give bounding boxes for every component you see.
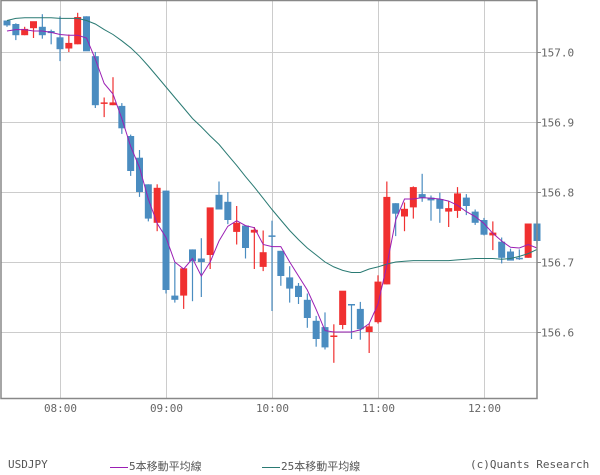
candle: [242, 225, 249, 259]
candle: [162, 190, 170, 294]
candle: [436, 192, 444, 223]
candle: [374, 275, 382, 324]
candle: [524, 223, 532, 258]
candle: [259, 230, 267, 272]
candle: [250, 227, 258, 269]
candle: [189, 249, 196, 302]
x-tick-label: 11:00: [362, 402, 395, 415]
ma5-line: [6, 29, 538, 333]
candle: [12, 23, 20, 41]
candle: [21, 26, 29, 36]
candle: [277, 250, 285, 286]
candle: [401, 202, 408, 232]
plot-border: [0, 0, 538, 400]
candle: [348, 304, 355, 339]
candle: [56, 16, 64, 62]
candle: [507, 248, 514, 261]
candle: [3, 20, 11, 27]
candle: [339, 290, 347, 330]
candle: [91, 52, 99, 108]
legend-ma25: 25本移動平均線: [262, 458, 360, 474]
y-tick-label: 156.7: [541, 257, 574, 270]
candle: [480, 217, 488, 236]
x-tick-label: 09:00: [150, 402, 183, 415]
candle: [383, 181, 391, 285]
y-tick-label: 156.6: [541, 327, 574, 340]
y-tick-label: 156.9: [541, 117, 574, 130]
candle: [197, 238, 205, 297]
legend-ma5: 5本移動平均線: [110, 458, 202, 474]
credit-label: (c)Quants Research: [470, 458, 589, 471]
candle: [206, 207, 214, 269]
credit-text: (c)Quants Research: [470, 458, 590, 471]
symbol-label: USDJPY: [8, 458, 48, 471]
candle: [74, 12, 82, 45]
candle: [303, 293, 311, 328]
candlestick-chart: 157.0 156.9 156.8 156.7 156.6 08:00 09:00 10:0…: [0, 0, 574, 415]
candle: [365, 323, 373, 353]
grid-lines: [1, 0, 537, 399]
legend-ma25-label: 25本移動平均線: [281, 460, 361, 473]
candle: [65, 34, 73, 52]
candle: [127, 134, 135, 176]
ma5-swatch-icon: [110, 466, 128, 468]
legend-ma5-label: 5本移動平均線: [129, 460, 202, 473]
candle: [489, 221, 497, 251]
candle: [171, 262, 179, 303]
candle: [409, 186, 417, 219]
candle: [454, 187, 461, 218]
candle: [471, 209, 479, 225]
x-tick-label: 08:00: [44, 402, 77, 415]
candle: [427, 195, 435, 221]
candle: [224, 192, 232, 225]
candle: [109, 77, 117, 106]
x-tick-label: 10:00: [256, 402, 289, 415]
ma25-line: [6, 17, 538, 273]
y-tick-label: 157.0: [541, 47, 574, 60]
candle: [356, 301, 364, 340]
ma25-swatch-icon: [262, 466, 280, 468]
candle: [295, 283, 302, 304]
candle: [180, 268, 188, 309]
candle: [30, 21, 37, 38]
candle: [144, 184, 152, 222]
y-tick-label: 156.8: [541, 187, 574, 200]
candle: [286, 266, 294, 303]
candle: [515, 249, 523, 260]
candle: [215, 181, 223, 210]
x-axis: 08:00 09:00 10:00 11:00 12:00: [44, 402, 501, 415]
candle: [233, 206, 241, 245]
x-tick-label: 12:00: [468, 402, 501, 415]
candle: [83, 16, 90, 52]
candle: [100, 97, 108, 118]
candle: [268, 220, 276, 311]
y-axis: 157.0 156.9 156.8 156.7 156.6: [537, 47, 574, 340]
candle: [312, 315, 320, 347]
candle: [445, 201, 453, 227]
symbol-text: USDJPY: [8, 458, 48, 471]
candle: [136, 150, 143, 197]
candle: [330, 324, 338, 363]
